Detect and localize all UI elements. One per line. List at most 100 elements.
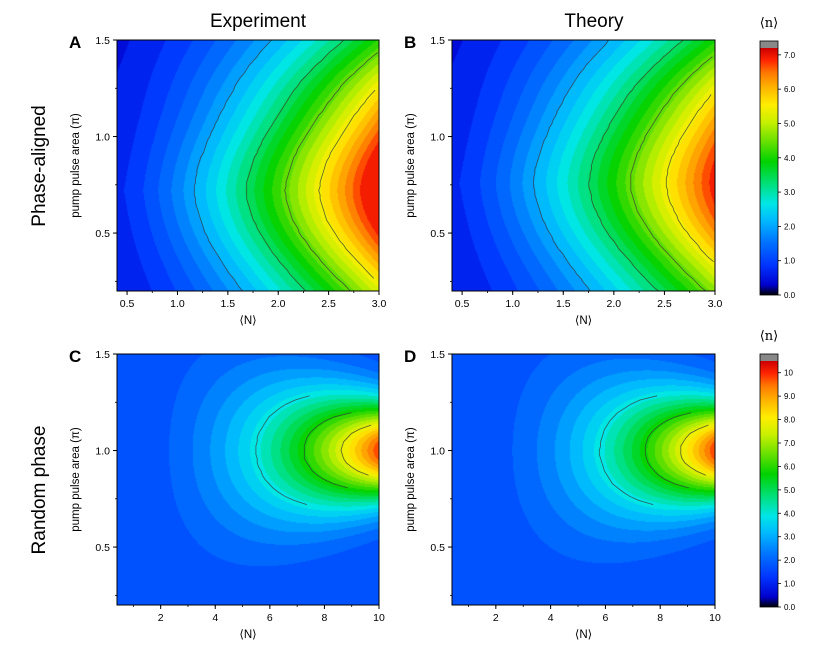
y-tick-label: 0.5: [430, 228, 445, 240]
y-tick-label: 1.0: [95, 132, 110, 144]
y-tick-label: 1.5: [95, 349, 110, 361]
x-tick-label: 10: [709, 612, 721, 624]
contour-line: [255, 395, 310, 505]
colorbar-tick-label: 3.0: [784, 188, 796, 197]
x-tick-label: 8: [321, 612, 327, 624]
colorbar-frame: [759, 353, 779, 608]
y-axis-label: pump pulse area (π): [70, 427, 82, 532]
colorbar-title: ⟨n⟩: [760, 329, 779, 344]
x-tick-label: 0.5: [120, 298, 135, 310]
colorbar-tick-label: 5.0: [784, 486, 796, 495]
x-tick-label: 2.5: [657, 298, 672, 310]
x-tick-label: 1.5: [221, 298, 236, 310]
colorbar-tick-label: 2.0: [784, 556, 796, 565]
colorbar-tick-label: 6.0: [784, 85, 796, 94]
contour-line: [246, 39, 344, 292]
x-tick-label: 3.0: [372, 298, 387, 310]
colorbar-tick-label: 1.0: [784, 257, 796, 266]
x-tick-label: 4: [548, 612, 554, 624]
y-tick-label: 1.0: [95, 446, 110, 458]
x-tick-label: 1.0: [170, 298, 185, 310]
y-tick-label: 0.5: [95, 228, 110, 240]
colorbar-tick-label: 7.0: [784, 51, 796, 60]
contour-line: [644, 412, 692, 489]
x-tick-label: 1.5: [556, 298, 571, 310]
contour-line: [340, 424, 372, 476]
colorbar-bottom: 0.0 1.0 2.0 3.0 4.0 5.0 6.0 7.0 8.0 9.0 10 ⟨n⟩: [759, 329, 796, 612]
x-tick-label: 3.0: [708, 298, 723, 310]
plot-frame: [116, 353, 380, 606]
plot-frame: [451, 353, 716, 606]
column-title-experiment: Experiment: [210, 11, 307, 32]
heatmap-image: [452, 354, 715, 605]
x-tick-label: 8: [657, 612, 663, 624]
colorbar-top: 0.0 1.0 2.0 3.0 4.0 5.0 6.0 7.0 ⟨n⟩: [759, 16, 796, 300]
panel-letter: A: [69, 33, 81, 52]
colorbar-tick-label: 9.0: [784, 392, 796, 401]
colorbar-tick-label: 3.0: [784, 533, 796, 542]
x-axis-label: ⟨N⟩: [239, 629, 256, 641]
contour-line: [318, 89, 376, 279]
y-tick-label: 0.5: [95, 542, 110, 554]
panel-letter: B: [404, 33, 416, 52]
row-title-phase-aligned: Phase-aligned: [29, 105, 50, 226]
contour-line: [588, 39, 684, 292]
x-axis-label: ⟨N⟩: [239, 315, 256, 327]
x-tick-label: 0.5: [455, 298, 470, 310]
colorbar-frame: [759, 40, 779, 296]
x-tick-label: 2.5: [321, 298, 336, 310]
panel-c: 2 4 6 8 10 0.5 1.0 1.5 ⟨N⟩ pump pulse area (π) C: [69, 347, 385, 641]
y-tick-label: 1.0: [430, 446, 445, 458]
x-tick-label: 1.0: [505, 298, 520, 310]
colorbar-tick-label: 5.0: [784, 119, 796, 128]
x-tick-label: 4: [212, 612, 218, 624]
row-title-random-phase: Random phase: [29, 426, 50, 555]
colorbar-tick-label: 4.0: [784, 154, 796, 163]
x-tick-label: 2.0: [607, 298, 622, 310]
y-axis-label: pump pulse area (π): [405, 113, 417, 218]
colorbar-tick-label: 10: [784, 369, 793, 378]
x-tick-label: 10: [373, 612, 385, 624]
panel-letter: C: [69, 347, 81, 366]
colorbar-overflow: [760, 354, 778, 361]
panel-b: 0.5 1.0 1.5 2.0 2.5 3.0 0.5 1.0 1.5 ⟨N⟩ pump pulse…: [404, 33, 722, 327]
heatmap-image: [452, 40, 715, 291]
colorbar-tick-label: 1.0: [784, 580, 796, 589]
panel-letter: D: [404, 347, 416, 366]
contour-line: [665, 94, 714, 263]
contour-line: [303, 412, 352, 489]
x-tick-label: 6: [602, 612, 608, 624]
column-title-theory: Theory: [564, 11, 624, 32]
y-tick-label: 1.0: [430, 132, 445, 144]
colorbar-title: ⟨n⟩: [760, 16, 779, 31]
contour-line: [680, 424, 709, 476]
y-axis-label: pump pulse area (π): [70, 113, 82, 218]
colorbar-tick-label: 2.0: [784, 222, 796, 231]
x-tick-label: 2: [493, 612, 499, 624]
contour-line: [284, 52, 378, 292]
colorbar-gradient: [760, 361, 778, 607]
colorbar-tick-label: 0.0: [784, 603, 796, 612]
panel-d: 2 4 6 8 10 0.5 1.0 1.5 ⟨N⟩ pump pulse area (π) D: [404, 347, 721, 641]
colorbar-tick-label: 7.0: [784, 439, 796, 448]
colorbar-tick-label: 6.0: [784, 462, 796, 471]
x-axis-label: ⟨N⟩: [575, 315, 592, 327]
y-tick-label: 1.5: [95, 35, 110, 47]
plot-frame: [451, 39, 716, 292]
contour-line: [598, 395, 658, 505]
colorbar-tick-label: 8.0: [784, 416, 796, 425]
contour-line: [193, 39, 272, 292]
panel-a: 0.5 1.0 1.5 2.0 2.5 3.00.51.01.5⟨N⟩pump pulse…: [69, 33, 386, 327]
contour-line: [533, 39, 609, 292]
x-tick-label: 2: [158, 612, 164, 624]
plot-frame: [116, 39, 380, 292]
contour-line: [630, 56, 713, 292]
colorbar-tick-label: 4.0: [784, 509, 796, 518]
heatmap-image: [117, 354, 379, 605]
colorbar-gradient: [760, 48, 778, 295]
x-tick-label: 6: [267, 612, 273, 624]
y-tick-label: 0.5: [430, 542, 445, 554]
y-tick-label: 1.5: [430, 349, 445, 361]
colorbar-overflow: [760, 41, 778, 48]
